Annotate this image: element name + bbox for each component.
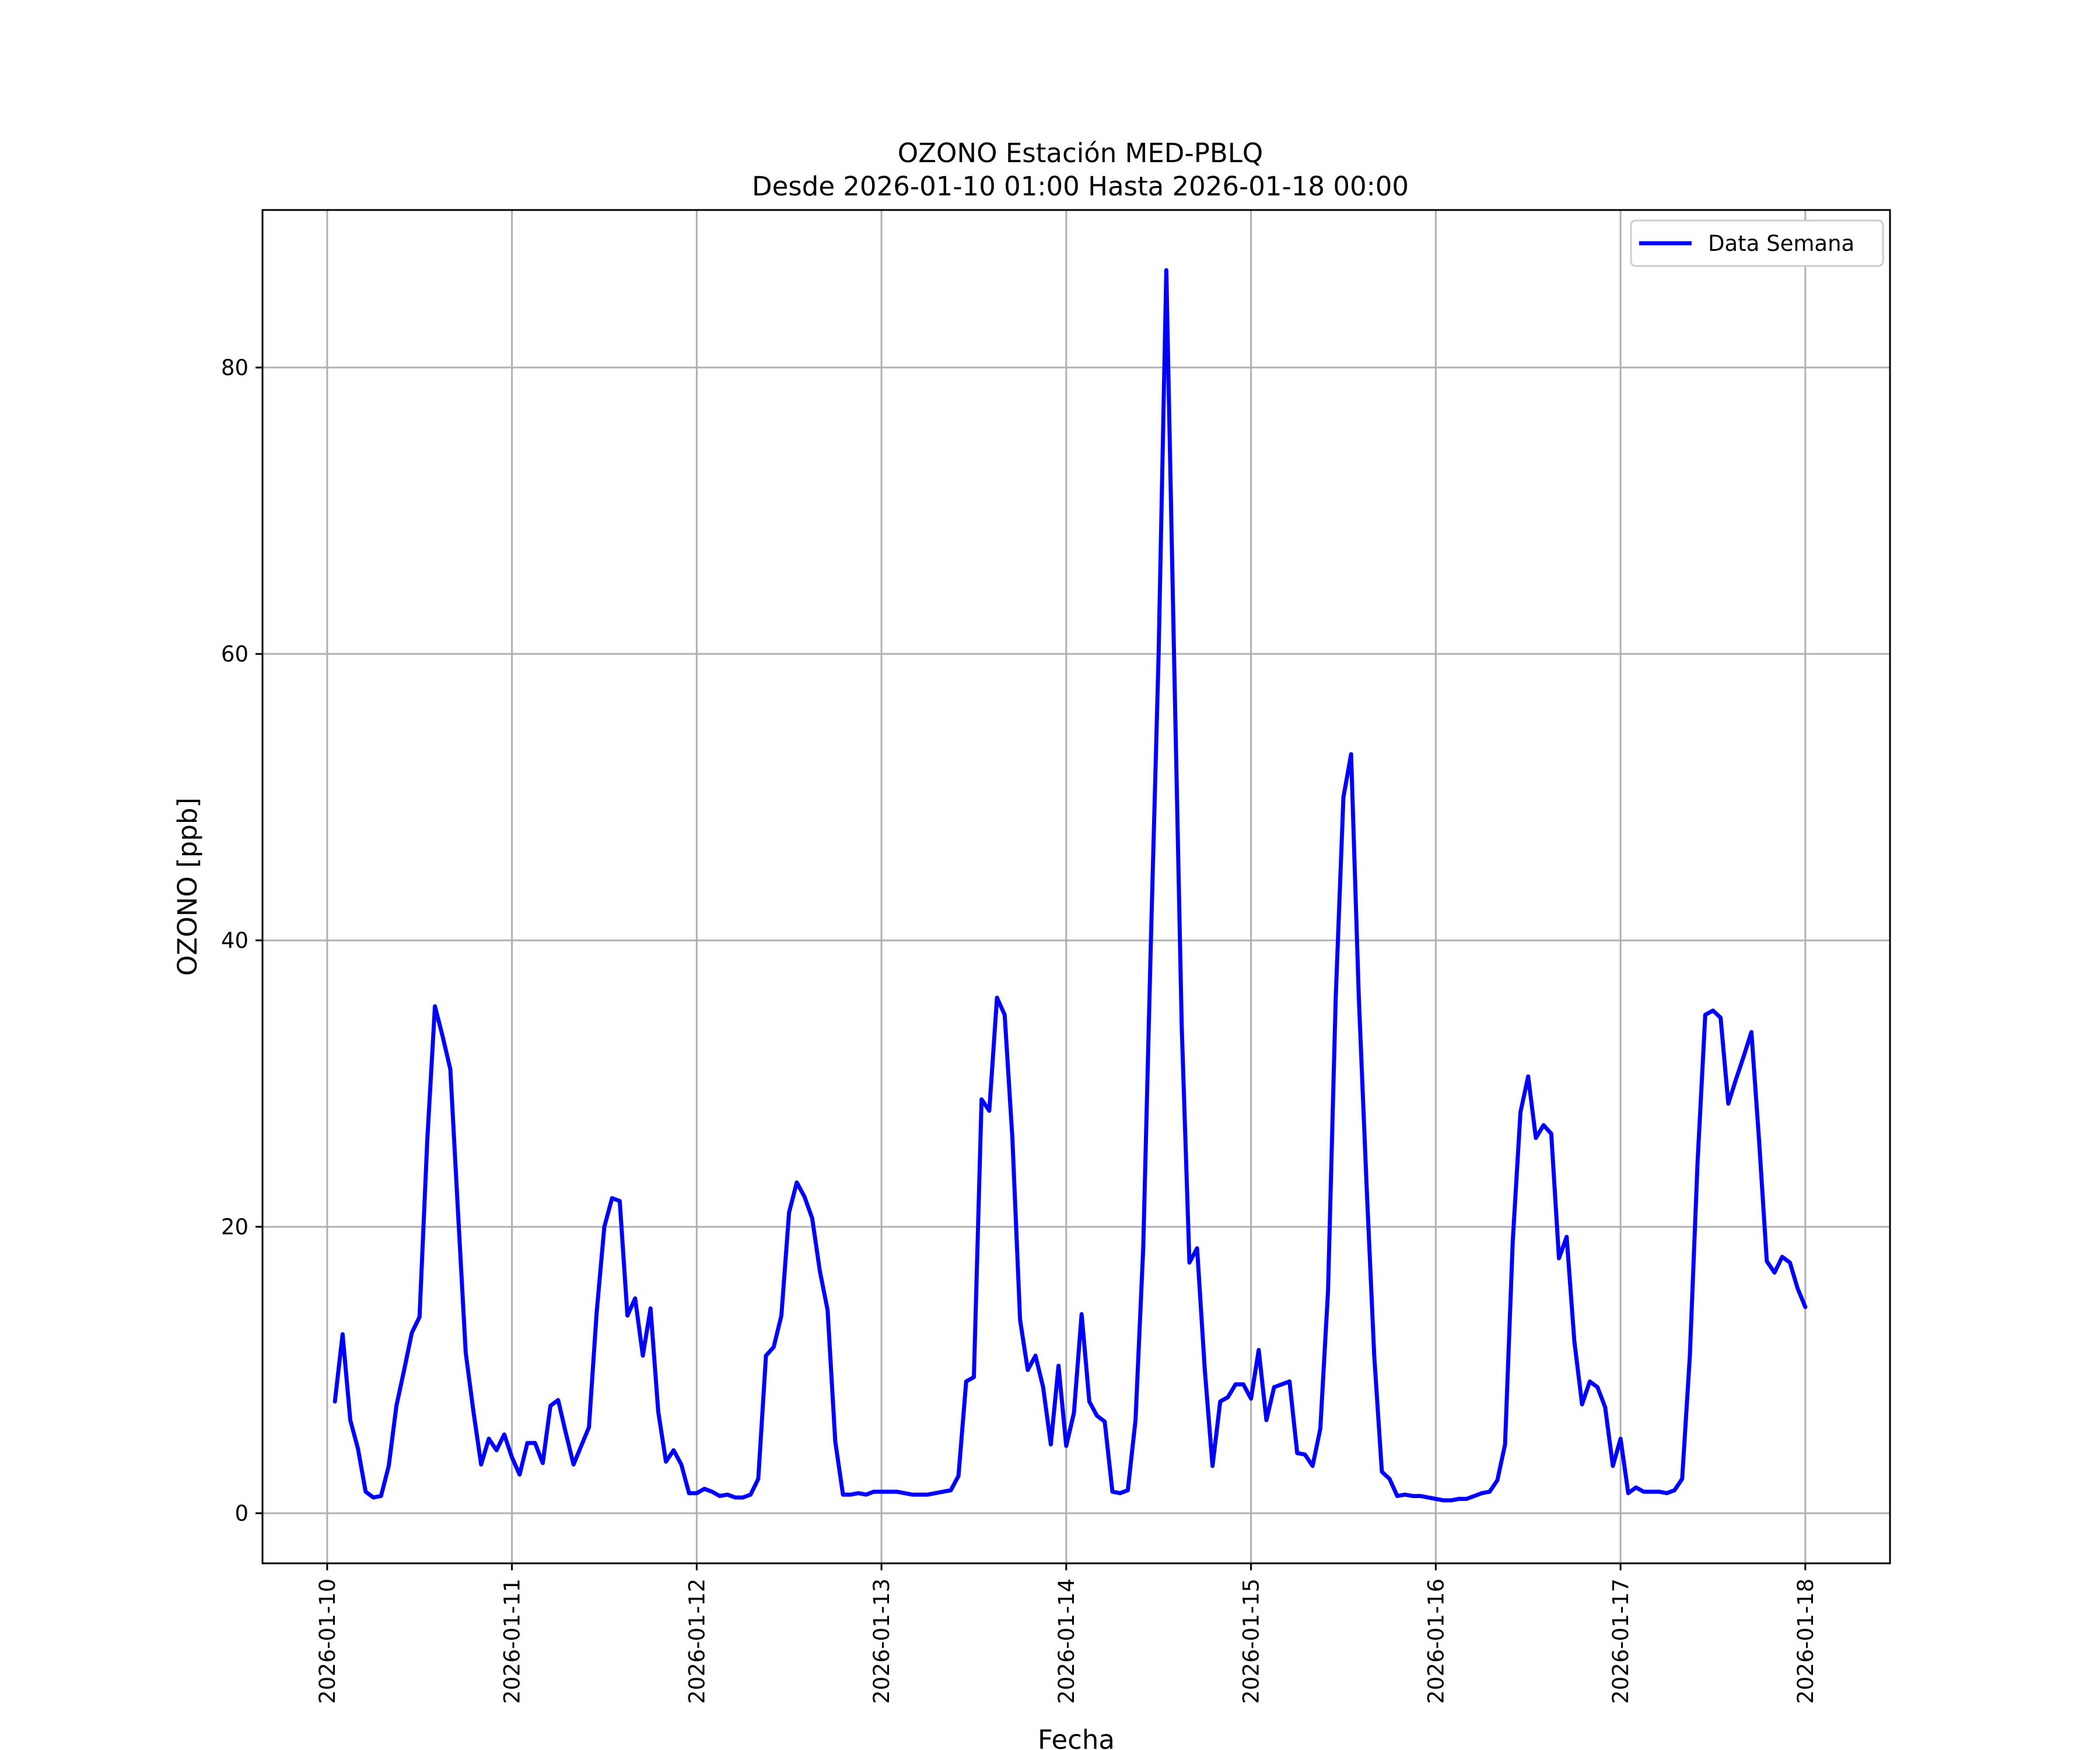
x-tick-label: 2026-01-14	[1054, 1578, 1079, 1704]
y-tick-label: 80	[221, 355, 249, 380]
x-axis-ticks: 2026-01-10 2026-01-11 2026-01-12 2026-01-13…	[315, 1563, 1818, 1704]
x-tick-label: 2026-01-16	[1423, 1578, 1448, 1704]
legend: Data Semana	[1630, 219, 1884, 267]
y-tick-label: 0	[235, 1501, 249, 1526]
y-axis-label: OZONO [ppb]	[172, 797, 203, 976]
chart-subtitle: Desde 2026-01-10 01:00 Hasta 2026-01-18 …	[752, 171, 1409, 202]
x-tick-label: 2026-01-10	[315, 1578, 340, 1704]
x-tick-label: 2026-01-13	[869, 1578, 894, 1704]
x-tick-label: 2026-01-11	[500, 1578, 525, 1704]
series-line-data-semana	[332, 268, 1808, 1503]
legend-label-data-semana: Data Semana	[1708, 231, 1854, 256]
plot-frame	[261, 209, 1891, 1564]
y-tick-label: 40	[221, 928, 249, 953]
grid-lines	[262, 210, 1890, 1563]
y-tick-label: 20	[221, 1214, 249, 1240]
chart-title: OZONO Estación MED-PBLQ	[898, 138, 1263, 169]
y-axis-ticks: 0 20 40 60 80	[221, 355, 262, 1526]
x-tick-label: 2026-01-17	[1608, 1578, 1633, 1704]
x-tick-label: 2026-01-15	[1239, 1578, 1264, 1704]
x-tick-label: 2026-01-12	[684, 1578, 709, 1704]
legend-box	[1630, 219, 1884, 267]
x-tick-label: 2026-01-18	[1793, 1578, 1818, 1704]
x-axis-label: Fecha	[1038, 1724, 1115, 1750]
y-tick-label: 60	[221, 642, 249, 667]
